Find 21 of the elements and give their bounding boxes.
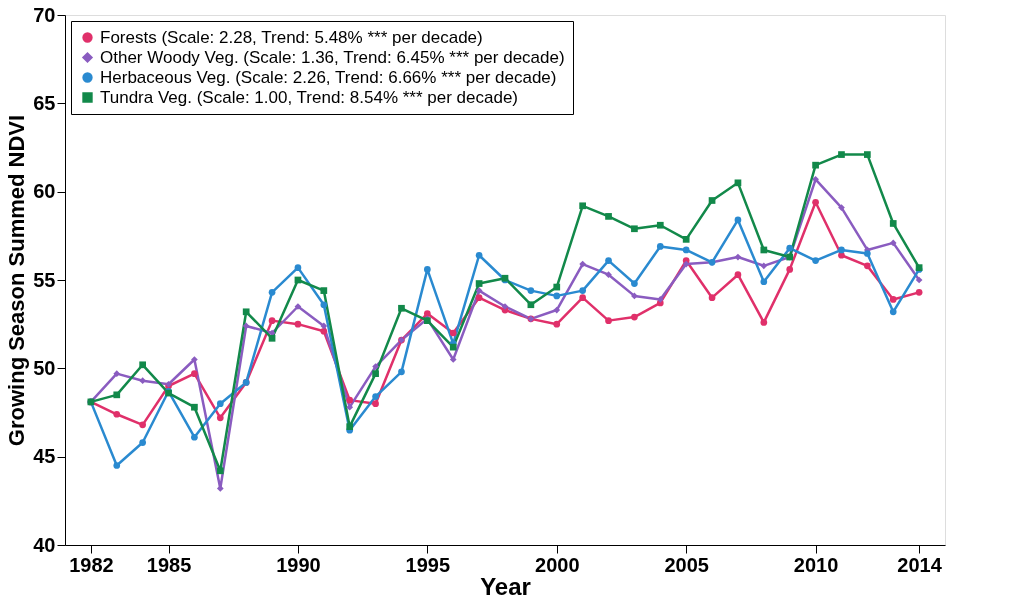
y-tick-label: 50 xyxy=(33,356,56,379)
legend-label: Forests (Scale: 2.28, Trend: 5.48% *** per decade) xyxy=(100,27,483,47)
x-tick-label: 2010 xyxy=(793,553,839,576)
legend-label: Herbaceous Veg. (Scale: 2.26, Trend: 6.66% *** per decade) xyxy=(100,67,557,87)
y-tick-label: 65 xyxy=(33,91,56,114)
x-tick-label: 1985 xyxy=(146,553,192,576)
y-tick-label: 60 xyxy=(33,180,56,203)
x-tick-label: 1982 xyxy=(69,553,114,576)
legend-label: Tundra Veg. (Scale: 1.00, Trend: 8.54% *** per decade) xyxy=(100,87,519,107)
y-tick-label: 40 xyxy=(33,533,56,556)
x-tick-label: 1990 xyxy=(276,553,321,576)
y-tick-label: 70 xyxy=(33,3,56,26)
x-axis-title: Year xyxy=(480,572,531,600)
y-tick-label: 45 xyxy=(33,445,56,468)
y-axis-title: Growing Season Summed NDVI xyxy=(4,114,30,447)
x-tick-label: 2005 xyxy=(664,553,709,576)
legend-label: Other Woody Veg. (Scale: 1.36, Trend: 6.45% *** per decade) xyxy=(100,47,565,67)
y-tick-label: 55 xyxy=(33,268,56,291)
x-tick-label: 1995 xyxy=(405,553,451,576)
x-tick-label: 2014 xyxy=(897,553,943,576)
x-tick-label: 2000 xyxy=(535,553,580,576)
